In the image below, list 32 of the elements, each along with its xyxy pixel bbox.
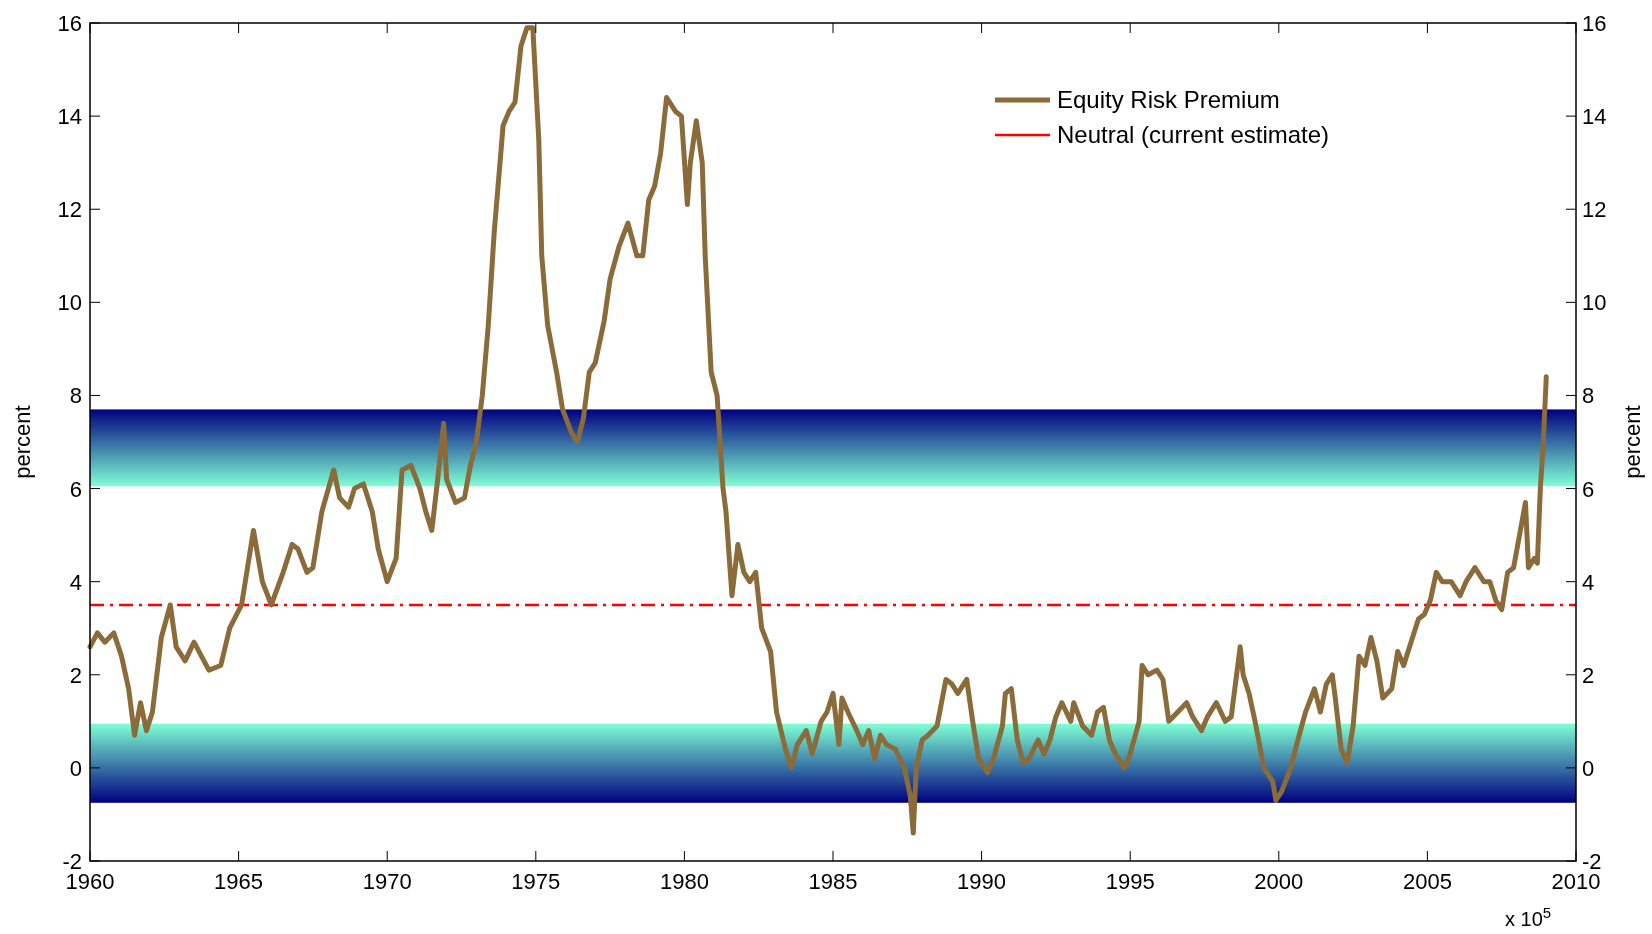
y2-tick-label: 10	[1582, 290, 1607, 316]
y-tick-label: 0	[69, 755, 82, 781]
y2-tick-label: 16	[1582, 11, 1607, 36]
y2-tick-label: 6	[1582, 476, 1595, 502]
y2-tick-label: 12	[1582, 197, 1607, 223]
x-tick-label: 1980	[659, 869, 709, 894]
y-tick-label: 12	[57, 197, 82, 223]
y2-tick-label: 4	[1582, 569, 1595, 595]
y2-tick-label: 0	[1582, 755, 1595, 781]
x-tick-label: 1970	[362, 869, 412, 894]
y-tick-label: 10	[57, 290, 82, 316]
y-tick-label: 4	[69, 569, 82, 595]
y2-tick-label: 8	[1582, 383, 1595, 409]
x-tick-label: 2000	[1254, 869, 1304, 894]
y-tick-label: 6	[69, 476, 82, 502]
y-tick-label: 2	[69, 662, 82, 688]
legend-label: Neutral (current estimate)	[1057, 121, 1330, 148]
legend-label: Equity Risk Premium	[1057, 86, 1280, 113]
y-tick-label: 14	[57, 104, 82, 130]
x-tick-label: 1985	[808, 869, 858, 894]
y2-tick-label: 14	[1582, 104, 1607, 130]
x-tick-label: 1965	[214, 869, 264, 894]
y-tick-label: 16	[57, 11, 82, 36]
y2-tick-label: 2	[1582, 662, 1595, 688]
x-tick-label: 1995	[1105, 869, 1155, 894]
y2-axis-title: percent	[1620, 405, 1645, 479]
x-tick-label: 1975	[511, 869, 561, 894]
text: x 10$^{5}$	[1505, 903, 1552, 930]
y-axis-title: percent	[10, 405, 35, 479]
x-tick-label: 2005	[1402, 869, 1452, 894]
x-tick-label: 1990	[957, 869, 1007, 894]
y-tick-label: 8	[69, 383, 82, 409]
